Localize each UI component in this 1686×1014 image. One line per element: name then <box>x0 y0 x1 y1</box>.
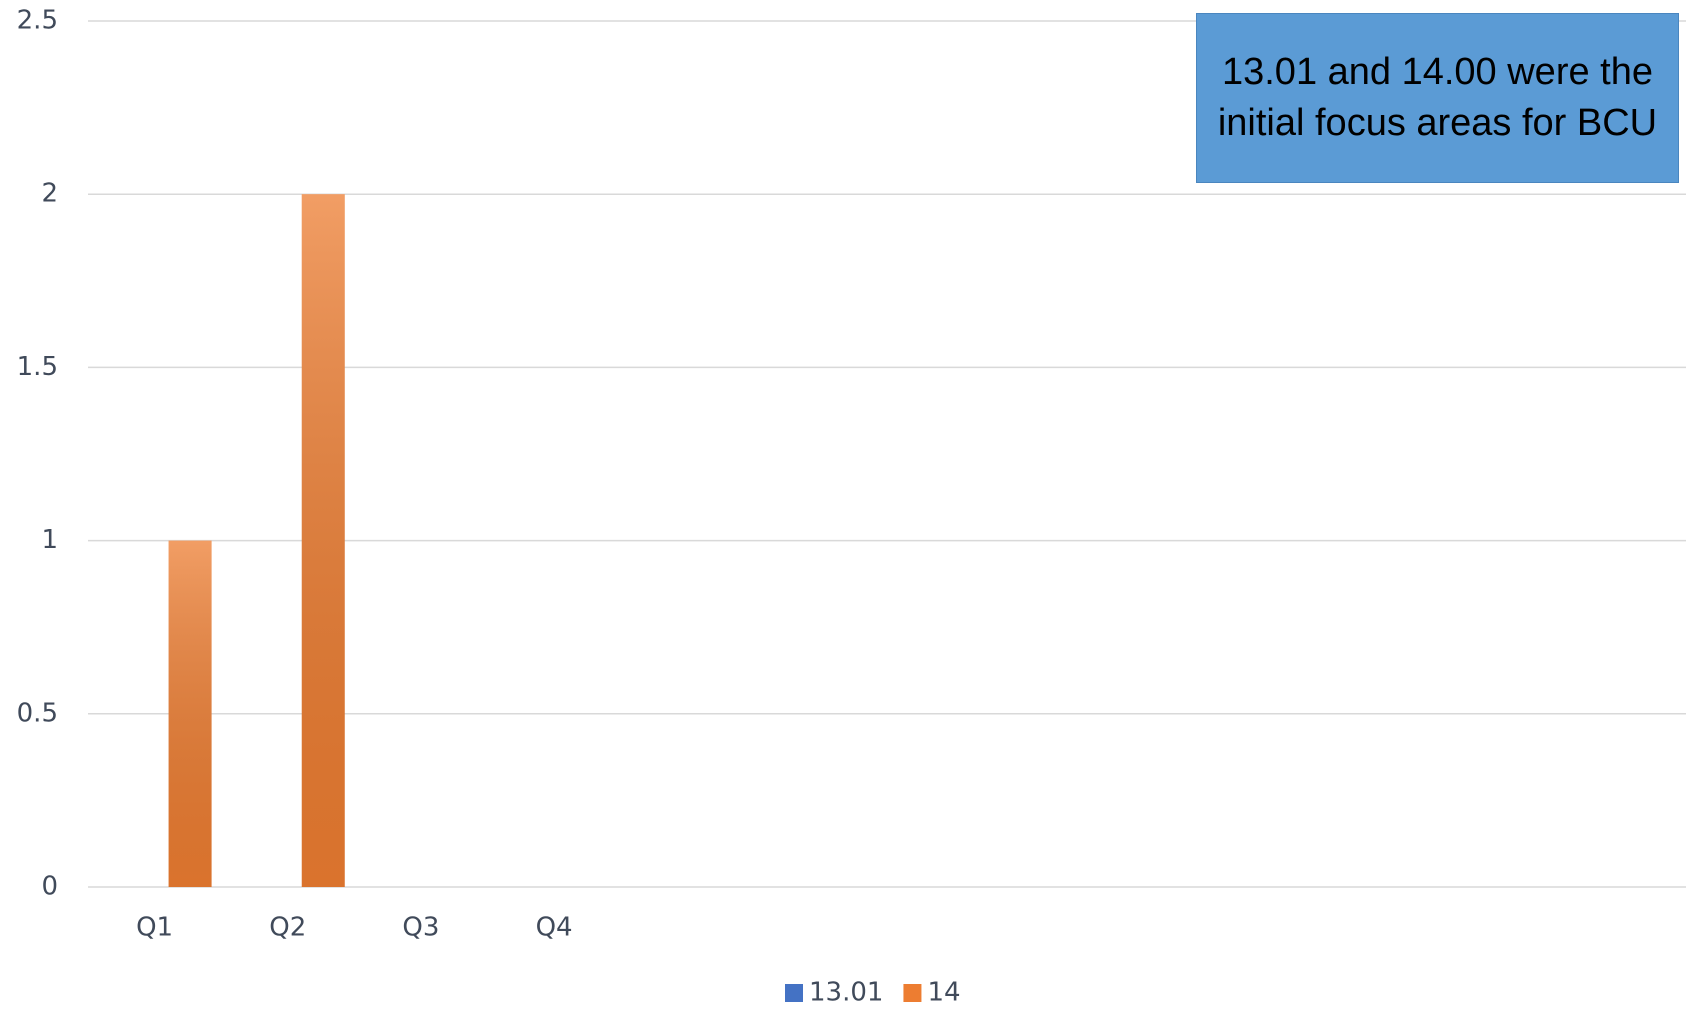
legend-swatch <box>903 984 922 1002</box>
y-tick-label: 0 <box>41 872 58 902</box>
bar-shade <box>168 540 212 887</box>
y-tick-label: 2.5 <box>17 6 58 36</box>
y-tick-label: 1.5 <box>17 352 58 382</box>
x-tick-label: Q3 <box>402 913 439 943</box>
legend-label: 13.01 <box>809 978 883 1008</box>
y-tick-label: 2 <box>41 179 58 209</box>
x-tick-label: Q1 <box>136 913 173 943</box>
legend-label: 14 <box>927 978 960 1008</box>
y-tick-label: 0.5 <box>17 698 58 728</box>
annotation: 13.01 and 14.00 were the initial focus a… <box>1196 13 1679 183</box>
y-tick-label: 1 <box>41 525 58 555</box>
x-tick-label: Q4 <box>536 913 573 943</box>
legend-swatch <box>785 984 803 1002</box>
x-tick-label: Q2 <box>269 913 306 943</box>
bar-shade <box>301 194 345 887</box>
